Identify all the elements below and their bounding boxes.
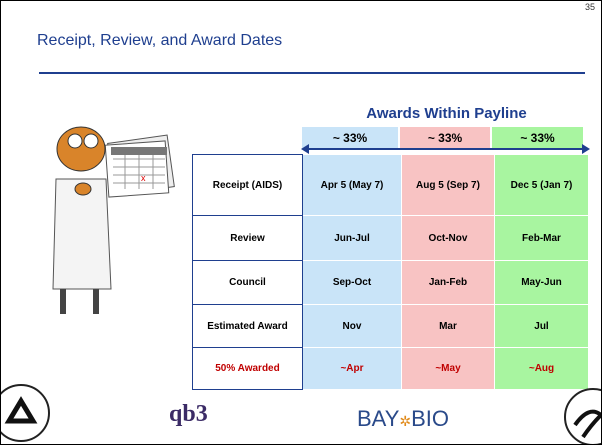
share-cell: ~ 33% xyxy=(491,126,584,149)
table-cell: Aug 5 (Sep 7) xyxy=(401,154,495,216)
baybio-logo: BAY✲BIO xyxy=(357,406,449,432)
baybio-left: BAY xyxy=(357,406,400,431)
title-rule xyxy=(39,72,585,74)
range-arrow xyxy=(301,144,590,154)
slide-title: Receipt, Review, and Award Dates xyxy=(37,32,283,49)
table-cell: ~Apr xyxy=(302,347,402,390)
table-row: 50% Awarded ~Apr ~May ~Aug xyxy=(192,347,589,390)
table-row: Receipt (AIDS) Apr 5 (May 7) Aug 5 (Sep 7)… xyxy=(192,154,589,216)
table-cell: Feb-Mar xyxy=(494,215,589,261)
share-cell: ~ 33% xyxy=(399,126,491,149)
row-label: Estimated Award xyxy=(192,304,303,348)
table-cell: Jul xyxy=(494,304,589,348)
table-row: Council Sep-Oct Jan-Feb May-Jun xyxy=(192,260,589,305)
table-cell: ~May xyxy=(401,347,495,390)
table-cell: Sep-Oct xyxy=(302,260,402,305)
schedule-table: Receipt (AIDS) Apr 5 (May 7) Aug 5 (Sep 7)… xyxy=(192,154,589,390)
table-cell: Nov xyxy=(302,304,402,348)
table-cell: Jun-Jul xyxy=(302,215,402,261)
svg-text:x: x xyxy=(141,173,146,183)
table-cell: Apr 5 (May 7) xyxy=(302,154,402,216)
table-cell: Mar xyxy=(401,304,495,348)
table-cell: Dec 5 (Jan 7) xyxy=(494,154,589,216)
table-cell: Jan-Feb xyxy=(401,260,495,305)
table-row: Review Jun-Jul Oct-Nov Feb-Mar xyxy=(192,215,589,261)
baybio-mark: ✲ xyxy=(399,413,412,429)
table-cell: Oct-Nov xyxy=(401,215,495,261)
row-label: 50% Awarded xyxy=(192,347,303,390)
qb3-logo: qb3 xyxy=(169,401,208,427)
baybio-right: BIO xyxy=(411,406,450,431)
table-caption: Awards Within Payline xyxy=(366,105,527,122)
nih-seal xyxy=(1,384,50,442)
row-label: Receipt (AIDS) xyxy=(192,154,303,216)
row-label: Review xyxy=(192,215,303,261)
row-label: Council xyxy=(192,260,303,305)
table-row: Estimated Award Nov Mar Jul xyxy=(192,304,589,348)
cartoon: x xyxy=(52,126,175,314)
table-cell: ~Aug xyxy=(494,347,589,390)
page-number: 35 xyxy=(584,2,595,12)
table-cell: May-Jun xyxy=(494,260,589,305)
hhs-seal xyxy=(564,388,601,444)
